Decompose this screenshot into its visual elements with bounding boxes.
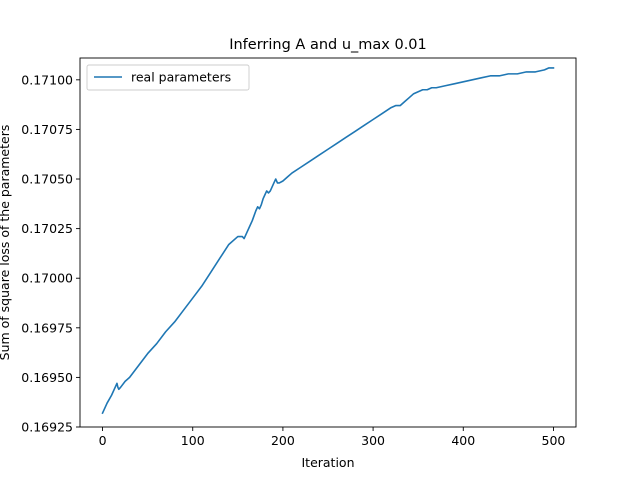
x-tick-label: 400 <box>451 433 475 448</box>
y-tick-label: 0.16975 <box>21 320 73 335</box>
legend-box <box>86 64 250 91</box>
plot-frame <box>79 57 577 428</box>
series-line-real-parameters <box>101 67 555 415</box>
y-tick-label: 0.17100 <box>21 72 73 87</box>
y-tick-label: 0.16950 <box>21 370 73 385</box>
legend: real parameters <box>86 64 250 91</box>
x-tick-label: 500 <box>542 433 566 448</box>
y-axis-label: Sum of square loss of the parameters <box>0 125 12 361</box>
y-tick-label: 0.17050 <box>21 172 73 187</box>
legend-entry-real-parameters: real parameters <box>131 70 231 85</box>
x-tick-label: 0 <box>99 433 107 448</box>
y-tick-label: 0.17000 <box>21 271 73 286</box>
y-tick-label: 0.17075 <box>21 122 73 137</box>
x-axis-ticks: 0 100 200 300 400 500 <box>99 427 566 448</box>
y-axis-ticks: 0.16925 0.16950 0.16975 0.17000 0.17025 0.170… <box>21 72 80 435</box>
chart-title: Inferring A and u_max 0.01 <box>229 37 427 53</box>
y-tick-label: 0.17025 <box>21 221 73 236</box>
x-tick-label: 200 <box>271 433 295 448</box>
plot-area <box>101 67 555 415</box>
x-tick-label: 300 <box>361 433 385 448</box>
x-tick-label: 100 <box>181 433 205 448</box>
y-tick-label: 0.16925 <box>21 420 73 435</box>
x-axis-label: Iteration <box>301 455 354 470</box>
